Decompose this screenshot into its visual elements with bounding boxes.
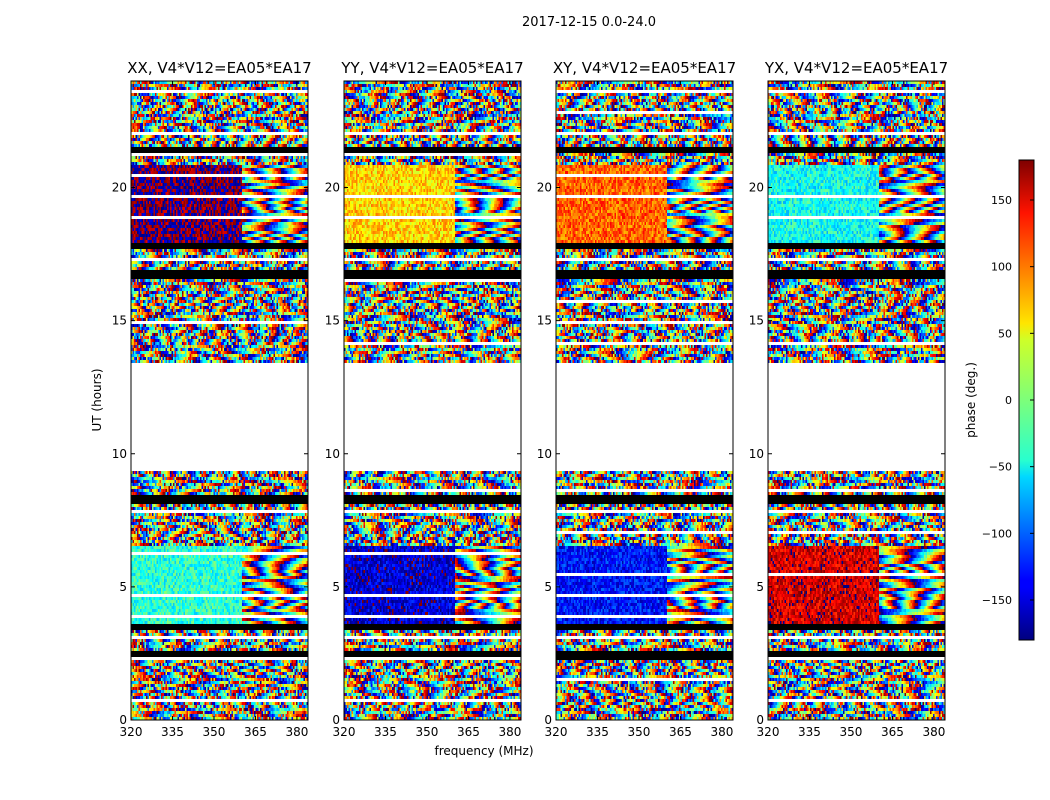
y-tick-label: 15 (112, 314, 127, 328)
y-tick-label: 10 (749, 447, 764, 461)
figure-suptitle: 2017-12-15 0.0-24.0 (522, 15, 656, 30)
panel-3: XY, V4*V12=EA05*EA17 320 335 350 365 380 0 5 10 1… (537, 59, 736, 739)
x-tick-label: 335 (798, 725, 821, 739)
panel-heatmap (556, 81, 733, 720)
y-tick-label: 0 (544, 713, 552, 727)
y-tick-label: 5 (332, 580, 340, 594)
colorbar-tick-label: 50 (998, 327, 1012, 340)
panel-2: YY, V4*V12=EA05*EA17 320 335 350 365 380 0 5 10 1… (325, 59, 524, 739)
y-tick-label: 5 (756, 580, 764, 594)
x-tick-label: 350 (203, 725, 226, 739)
panel-1: XX, V4*V12=EA05*EA17 320 335 350 365 380 0 5 10 1… (112, 59, 312, 739)
colorbar-tick-label: −50 (989, 461, 1012, 474)
panel-title: YY, V4*V12=EA05*EA17 (340, 59, 523, 77)
y-axis-label: UT (hours) (90, 368, 104, 431)
x-tick-label: 365 (244, 725, 267, 739)
colorbar-tick-label: −100 (982, 527, 1012, 540)
x-axis-label: frequency (MHz) (434, 744, 533, 758)
panel-title: XY, V4*V12=EA05*EA17 (553, 59, 736, 77)
y-tick-label: 0 (119, 713, 127, 727)
panel-4: YX, V4*V12=EA05*EA17 320 335 350 365 380 0 5 10 1… (749, 59, 948, 739)
x-tick-label: 335 (161, 725, 184, 739)
y-tick-label: 15 (749, 314, 764, 328)
y-tick-label: 20 (537, 181, 552, 195)
colorbar-ticks: 150 100 50 0 −50 −100 −150 (982, 194, 1034, 607)
x-tick-label: 320 (333, 725, 356, 739)
x-tick-label: 320 (120, 725, 143, 739)
y-tick-label: 20 (749, 181, 764, 195)
y-tick-label: 5 (544, 580, 552, 594)
y-tick-label: 15 (537, 314, 552, 328)
panel-title: YX, V4*V12=EA05*EA17 (764, 59, 948, 77)
colorbar-tick-label: 100 (991, 261, 1012, 274)
colorbar-tick-label: 0 (1005, 394, 1012, 407)
colorbar: 150 100 50 0 −50 −100 −150 phase (deg.) (964, 159, 1035, 641)
x-tick-label: 365 (457, 725, 480, 739)
y-tick-label: 20 (112, 181, 127, 195)
panel-heatmap (344, 81, 521, 720)
y-tick-label: 10 (112, 447, 127, 461)
panel-frame (343, 80, 522, 721)
y-tick-label: 10 (537, 447, 552, 461)
x-tick-label: 380 (710, 725, 733, 739)
panel-heatmap (768, 81, 945, 720)
panel-heatmap (131, 81, 308, 720)
colorbar-tick-label: 150 (991, 194, 1012, 207)
panel-frame (555, 80, 734, 721)
x-tick-label: 380 (285, 725, 308, 739)
y-tick-label: 5 (119, 580, 127, 594)
x-tick-label: 380 (922, 725, 945, 739)
y-tick-label: 10 (325, 447, 340, 461)
y-tick-label: 20 (325, 181, 340, 195)
x-tick-label: 350 (416, 725, 439, 739)
y-tick-label: 15 (325, 314, 340, 328)
x-tick-label: 380 (498, 725, 521, 739)
x-tick-label: 350 (840, 725, 863, 739)
x-tick-label: 350 (628, 725, 651, 739)
x-tick-label: 320 (757, 725, 780, 739)
panel-title: XX, V4*V12=EA05*EA17 (127, 59, 311, 77)
panel-frame (130, 80, 309, 721)
colorbar-tick-label: −150 (982, 594, 1012, 607)
x-tick-label: 335 (586, 725, 609, 739)
x-tick-label: 365 (881, 725, 904, 739)
panel-frame (767, 80, 946, 721)
panels: XX, V4*V12=EA05*EA17 320 335 350 365 380 0 5 10 1… (112, 59, 948, 739)
colorbar-label: phase (deg.) (964, 362, 978, 438)
y-tick-label: 0 (332, 713, 340, 727)
x-tick-label: 320 (545, 725, 568, 739)
x-tick-label: 365 (669, 725, 692, 739)
x-tick-label: 335 (374, 725, 397, 739)
y-tick-label: 0 (756, 713, 764, 727)
